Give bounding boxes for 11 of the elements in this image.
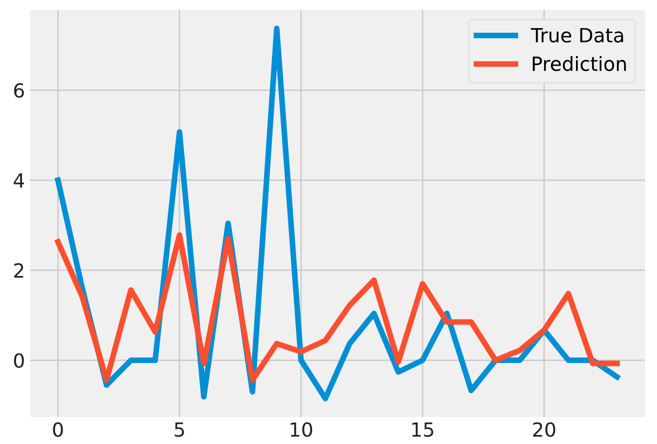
x-tick-label: 5 [174,422,184,437]
y-tick-label: 6 [14,83,24,98]
legend-label: Prediction [532,56,626,72]
y-tick-label: 4 [14,173,24,188]
x-tick-label: 20 [533,422,556,437]
x-tick-label: 0 [53,422,63,437]
y-tick-label: 2 [14,263,24,278]
x-tick-label: 10 [290,422,312,437]
y-tick-label: 0 [14,353,24,368]
legend-label: True Data [530,28,624,43]
x-tick-label: 15 [412,422,434,437]
